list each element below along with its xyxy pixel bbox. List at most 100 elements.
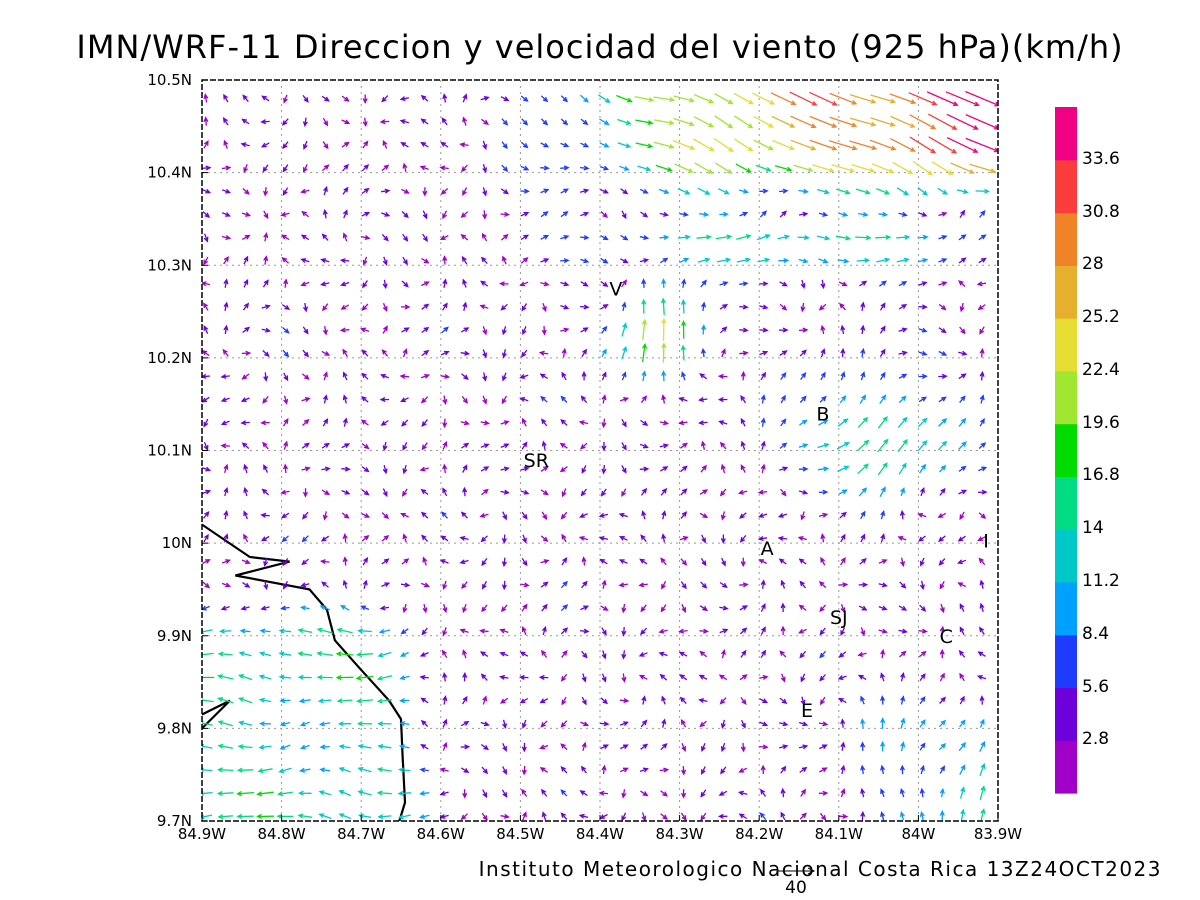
wind-arrow — [398, 744, 410, 750]
wind-arrow — [480, 535, 488, 543]
wind-arrow — [217, 814, 233, 820]
wind-arrow — [243, 463, 249, 474]
wind-arrow — [560, 234, 570, 240]
wind-arrow — [957, 535, 966, 542]
wind-arrow — [799, 766, 808, 773]
wind-arrow — [818, 211, 829, 217]
wind-arrow — [221, 188, 231, 194]
wind-arrow — [441, 511, 448, 519]
wind-arrow — [203, 533, 209, 543]
wind-arrow — [402, 348, 408, 358]
wind-arrow — [420, 373, 431, 379]
wind-arrow — [520, 188, 530, 194]
wind-arrow — [217, 720, 233, 727]
wind-arrow — [281, 257, 290, 264]
wind-arrow — [521, 118, 529, 126]
wind-arrow — [480, 256, 488, 265]
wind-arrow — [203, 302, 209, 311]
wind-arrow — [740, 440, 746, 450]
wind-arrow — [399, 119, 409, 125]
wind-arrow — [202, 396, 210, 403]
wind-arrow — [301, 535, 309, 543]
wind-arrow — [241, 211, 252, 217]
wind-arrow — [601, 418, 607, 429]
wind-arrow — [280, 234, 290, 241]
wind-arrow — [342, 163, 349, 172]
wind-arrow — [978, 557, 986, 566]
wind-arrow — [859, 280, 868, 287]
wind-arrow — [223, 486, 229, 497]
wind-arrow — [243, 278, 249, 288]
wind-arrow — [938, 417, 948, 427]
wind-arrow — [778, 558, 787, 565]
wind-arrow — [340, 304, 350, 310]
wind-arrow — [958, 741, 967, 752]
wind-arrow — [878, 628, 888, 634]
wind-arrow — [896, 234, 911, 240]
wind-arrow — [919, 604, 927, 612]
wind-arrow — [382, 464, 388, 475]
wind-arrow — [777, 234, 791, 240]
wind-arrow — [263, 210, 269, 220]
wind-arrow — [442, 603, 448, 614]
wind-arrow — [482, 326, 488, 336]
wind-arrow — [759, 327, 769, 333]
wind-arrow — [283, 395, 289, 405]
wind-arrow — [898, 462, 907, 475]
wind-arrow — [926, 91, 959, 106]
wind-arrow — [261, 304, 271, 310]
wind-arrow — [892, 161, 914, 175]
wind-arrow — [740, 742, 746, 753]
wind-arrow — [959, 626, 965, 635]
wind-arrow — [757, 257, 771, 263]
wind-arrow — [831, 164, 856, 173]
wind-arrow — [441, 117, 448, 126]
wind-arrow — [641, 298, 647, 314]
wind-arrow — [540, 142, 550, 148]
wind-arrow — [837, 258, 850, 264]
wind-arrow — [938, 464, 947, 473]
wind-arrow — [360, 605, 370, 611]
wind-arrow — [361, 513, 371, 518]
wind-arrow — [850, 117, 877, 127]
wind-arrow — [876, 257, 891, 263]
wind-arrow — [341, 95, 350, 102]
wind-arrow — [256, 813, 274, 819]
wind-arrow — [840, 627, 846, 637]
y-tick-label: 9.8N — [157, 719, 192, 737]
wind-arrow — [798, 466, 809, 472]
wind-arrow — [500, 466, 510, 472]
wind-arrow — [678, 420, 688, 426]
wind-arrow — [927, 113, 958, 130]
wind-arrow — [401, 488, 408, 497]
wind-arrow — [402, 442, 408, 451]
wind-arrow — [421, 303, 430, 310]
wind-arrow — [816, 235, 831, 241]
wind-arrow — [939, 696, 947, 704]
wind-arrow — [263, 372, 269, 382]
wind-arrow — [700, 557, 707, 567]
wind-arrow — [739, 512, 747, 519]
wind-arrow — [759, 281, 769, 287]
wind-arrow — [418, 814, 430, 820]
wind-arrow — [300, 582, 310, 588]
wind-arrow — [322, 394, 328, 404]
wind-arrow — [560, 673, 568, 682]
wind-arrow — [322, 208, 328, 219]
wind-arrow — [899, 581, 907, 589]
wind-arrow — [858, 605, 868, 611]
wind-arrow — [355, 652, 374, 658]
wind-arrow — [837, 675, 847, 680]
wind-arrow — [640, 211, 649, 218]
wind-arrow — [399, 721, 410, 727]
axis-ticks: 84.9W 84.8W 84.7W 84.6W 84.5W 84.4W 84.3W 84.2W… — [147, 71, 1022, 843]
wind-arrow — [519, 281, 529, 287]
wind-arrow — [653, 96, 676, 103]
wind-arrow — [402, 256, 408, 266]
wind-arrow — [322, 117, 329, 127]
x-tick-label: 84.9W — [178, 825, 226, 843]
wind-arrow — [243, 533, 249, 543]
wind-arrow — [809, 91, 838, 106]
wind-arrow — [540, 489, 549, 496]
wind-arrow — [779, 327, 789, 333]
